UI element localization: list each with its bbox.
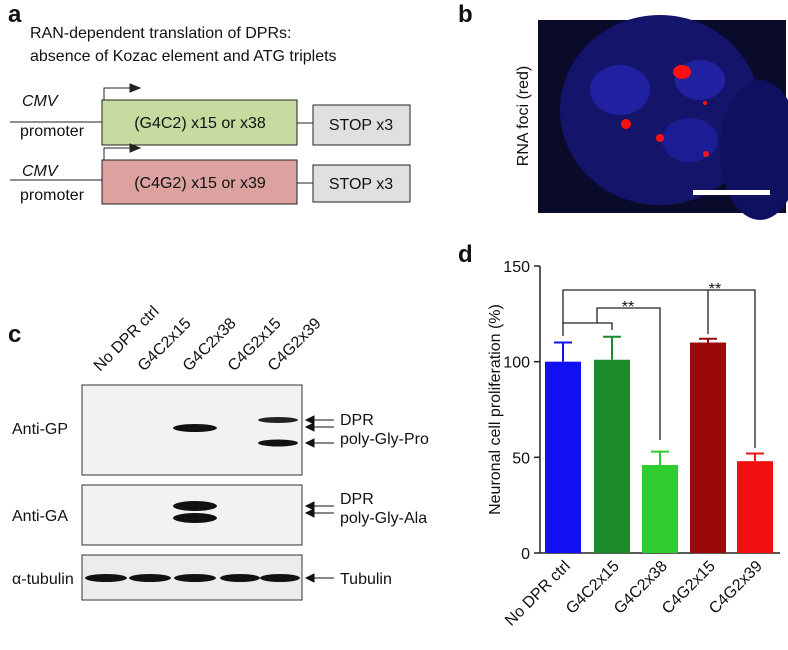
bar	[594, 359, 630, 553]
construct	[10, 83, 411, 205]
significance: **	[709, 281, 721, 298]
bar	[690, 342, 726, 553]
y-label: Neuronal cell proliferation (%)	[487, 304, 504, 515]
arrow-label: Tubulin	[340, 571, 392, 588]
arrows	[304, 415, 334, 583]
panel-label: b	[458, 1, 473, 28]
stop: STOP x3	[329, 117, 393, 134]
y-tick-label: 0	[521, 546, 530, 563]
error-bar	[554, 341, 572, 362]
panel-label: d	[458, 241, 473, 268]
panel-label: a	[8, 1, 22, 28]
y-tick-label: 100	[503, 355, 530, 372]
insert: (C4G2) x15 or x39	[134, 175, 266, 192]
bar	[737, 461, 773, 553]
title-line: RAN-dependent translation of DPRs:	[30, 25, 291, 42]
bracket	[562, 289, 756, 448]
title-line: absence of Kozac element and ATG triplet…	[30, 48, 337, 65]
error-bar	[651, 450, 669, 465]
bar	[545, 361, 581, 553]
y-tick-label: 150	[503, 259, 530, 276]
antibody: Anti-GA	[12, 508, 68, 525]
blot	[81, 384, 303, 601]
error-bar	[699, 337, 717, 343]
antibody: Anti-GP	[12, 421, 68, 438]
micrograph	[538, 15, 788, 220]
promoter: promoter	[20, 187, 85, 204]
promoter: promoter	[20, 123, 85, 140]
error-bar	[603, 335, 621, 360]
y-label: RNA foci (red)	[515, 66, 532, 166]
y-tick-label: 50	[512, 450, 530, 467]
arrow-label: DPR	[340, 491, 374, 508]
significance: **	[622, 299, 634, 316]
bar	[642, 464, 678, 553]
arrow-label: poly-Gly-Pro	[340, 431, 429, 448]
insert: (G4C2) x15 or x38	[134, 115, 266, 132]
cmv: CMV	[22, 93, 59, 110]
bracket	[562, 307, 661, 440]
arrow-label: poly-Gly-Ala	[340, 510, 427, 527]
panel-label: c	[8, 321, 21, 348]
cmv: CMV	[22, 163, 59, 180]
stop: STOP x3	[329, 176, 393, 193]
error-bar	[746, 452, 764, 462]
x-tick-label: No DPR ctrl	[502, 558, 574, 630]
antibody: α-tubulin	[12, 571, 74, 588]
arrow-label: DPR	[340, 412, 374, 429]
